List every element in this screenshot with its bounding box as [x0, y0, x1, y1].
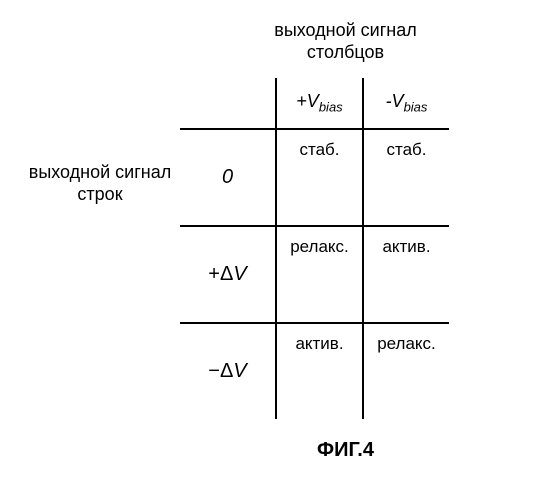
top-label-line2: столбцов	[307, 42, 384, 62]
table-row: 0 стаб. стаб.	[180, 129, 449, 226]
figure-container: выходной сигнал столбцов выходной сигнал…	[20, 20, 531, 480]
row-header-0: 0	[180, 129, 276, 226]
row0-header: 0	[222, 166, 233, 188]
row2-delta: Δ	[220, 360, 233, 382]
table-row: −ΔV актив. релакс.	[180, 323, 449, 419]
cell-2-0: актив.	[276, 323, 363, 419]
row1-prefix: +	[208, 263, 220, 285]
row-header-1: +ΔV	[180, 226, 276, 323]
col2-prefix: -V	[386, 91, 404, 111]
left-label-line1: выходной сигнал	[29, 162, 172, 182]
content-row: выходной сигнал строк +Vbias -Vbias 0	[20, 78, 531, 419]
row2-var: V	[233, 360, 246, 382]
cell-0-0: стаб.	[276, 129, 363, 226]
header-row: +Vbias -Vbias	[180, 78, 449, 129]
col-header-1: +Vbias	[276, 78, 363, 129]
top-label-line1: выходной сигнал	[274, 20, 417, 40]
columns-output-label: выходной сигнал столбцов	[160, 20, 531, 63]
figure-caption: ФИГ.4	[160, 439, 531, 462]
col1-sub: bias	[319, 100, 343, 115]
left-label-line2: строк	[77, 184, 122, 204]
cell-2-1: релакс.	[363, 323, 449, 419]
bias-table: +Vbias -Vbias 0 стаб. стаб. +ΔV	[180, 78, 449, 419]
row2-prefix: −	[208, 360, 220, 382]
cell-1-0: релакс.	[276, 226, 363, 323]
col2-sub: bias	[404, 100, 428, 115]
row1-var: V	[233, 263, 246, 285]
rows-output-label: выходной сигнал строк	[20, 162, 180, 205]
cell-1-1: актив.	[363, 226, 449, 323]
blank-corner	[180, 78, 276, 129]
col1-prefix: +V	[296, 91, 319, 111]
col-header-2: -Vbias	[363, 78, 449, 129]
row-header-2: −ΔV	[180, 323, 276, 419]
row1-delta: Δ	[220, 263, 233, 285]
cell-0-1: стаб.	[363, 129, 449, 226]
table-wrapper: +Vbias -Vbias 0 стаб. стаб. +ΔV	[180, 78, 449, 419]
table-row: +ΔV релакс. актив.	[180, 226, 449, 323]
